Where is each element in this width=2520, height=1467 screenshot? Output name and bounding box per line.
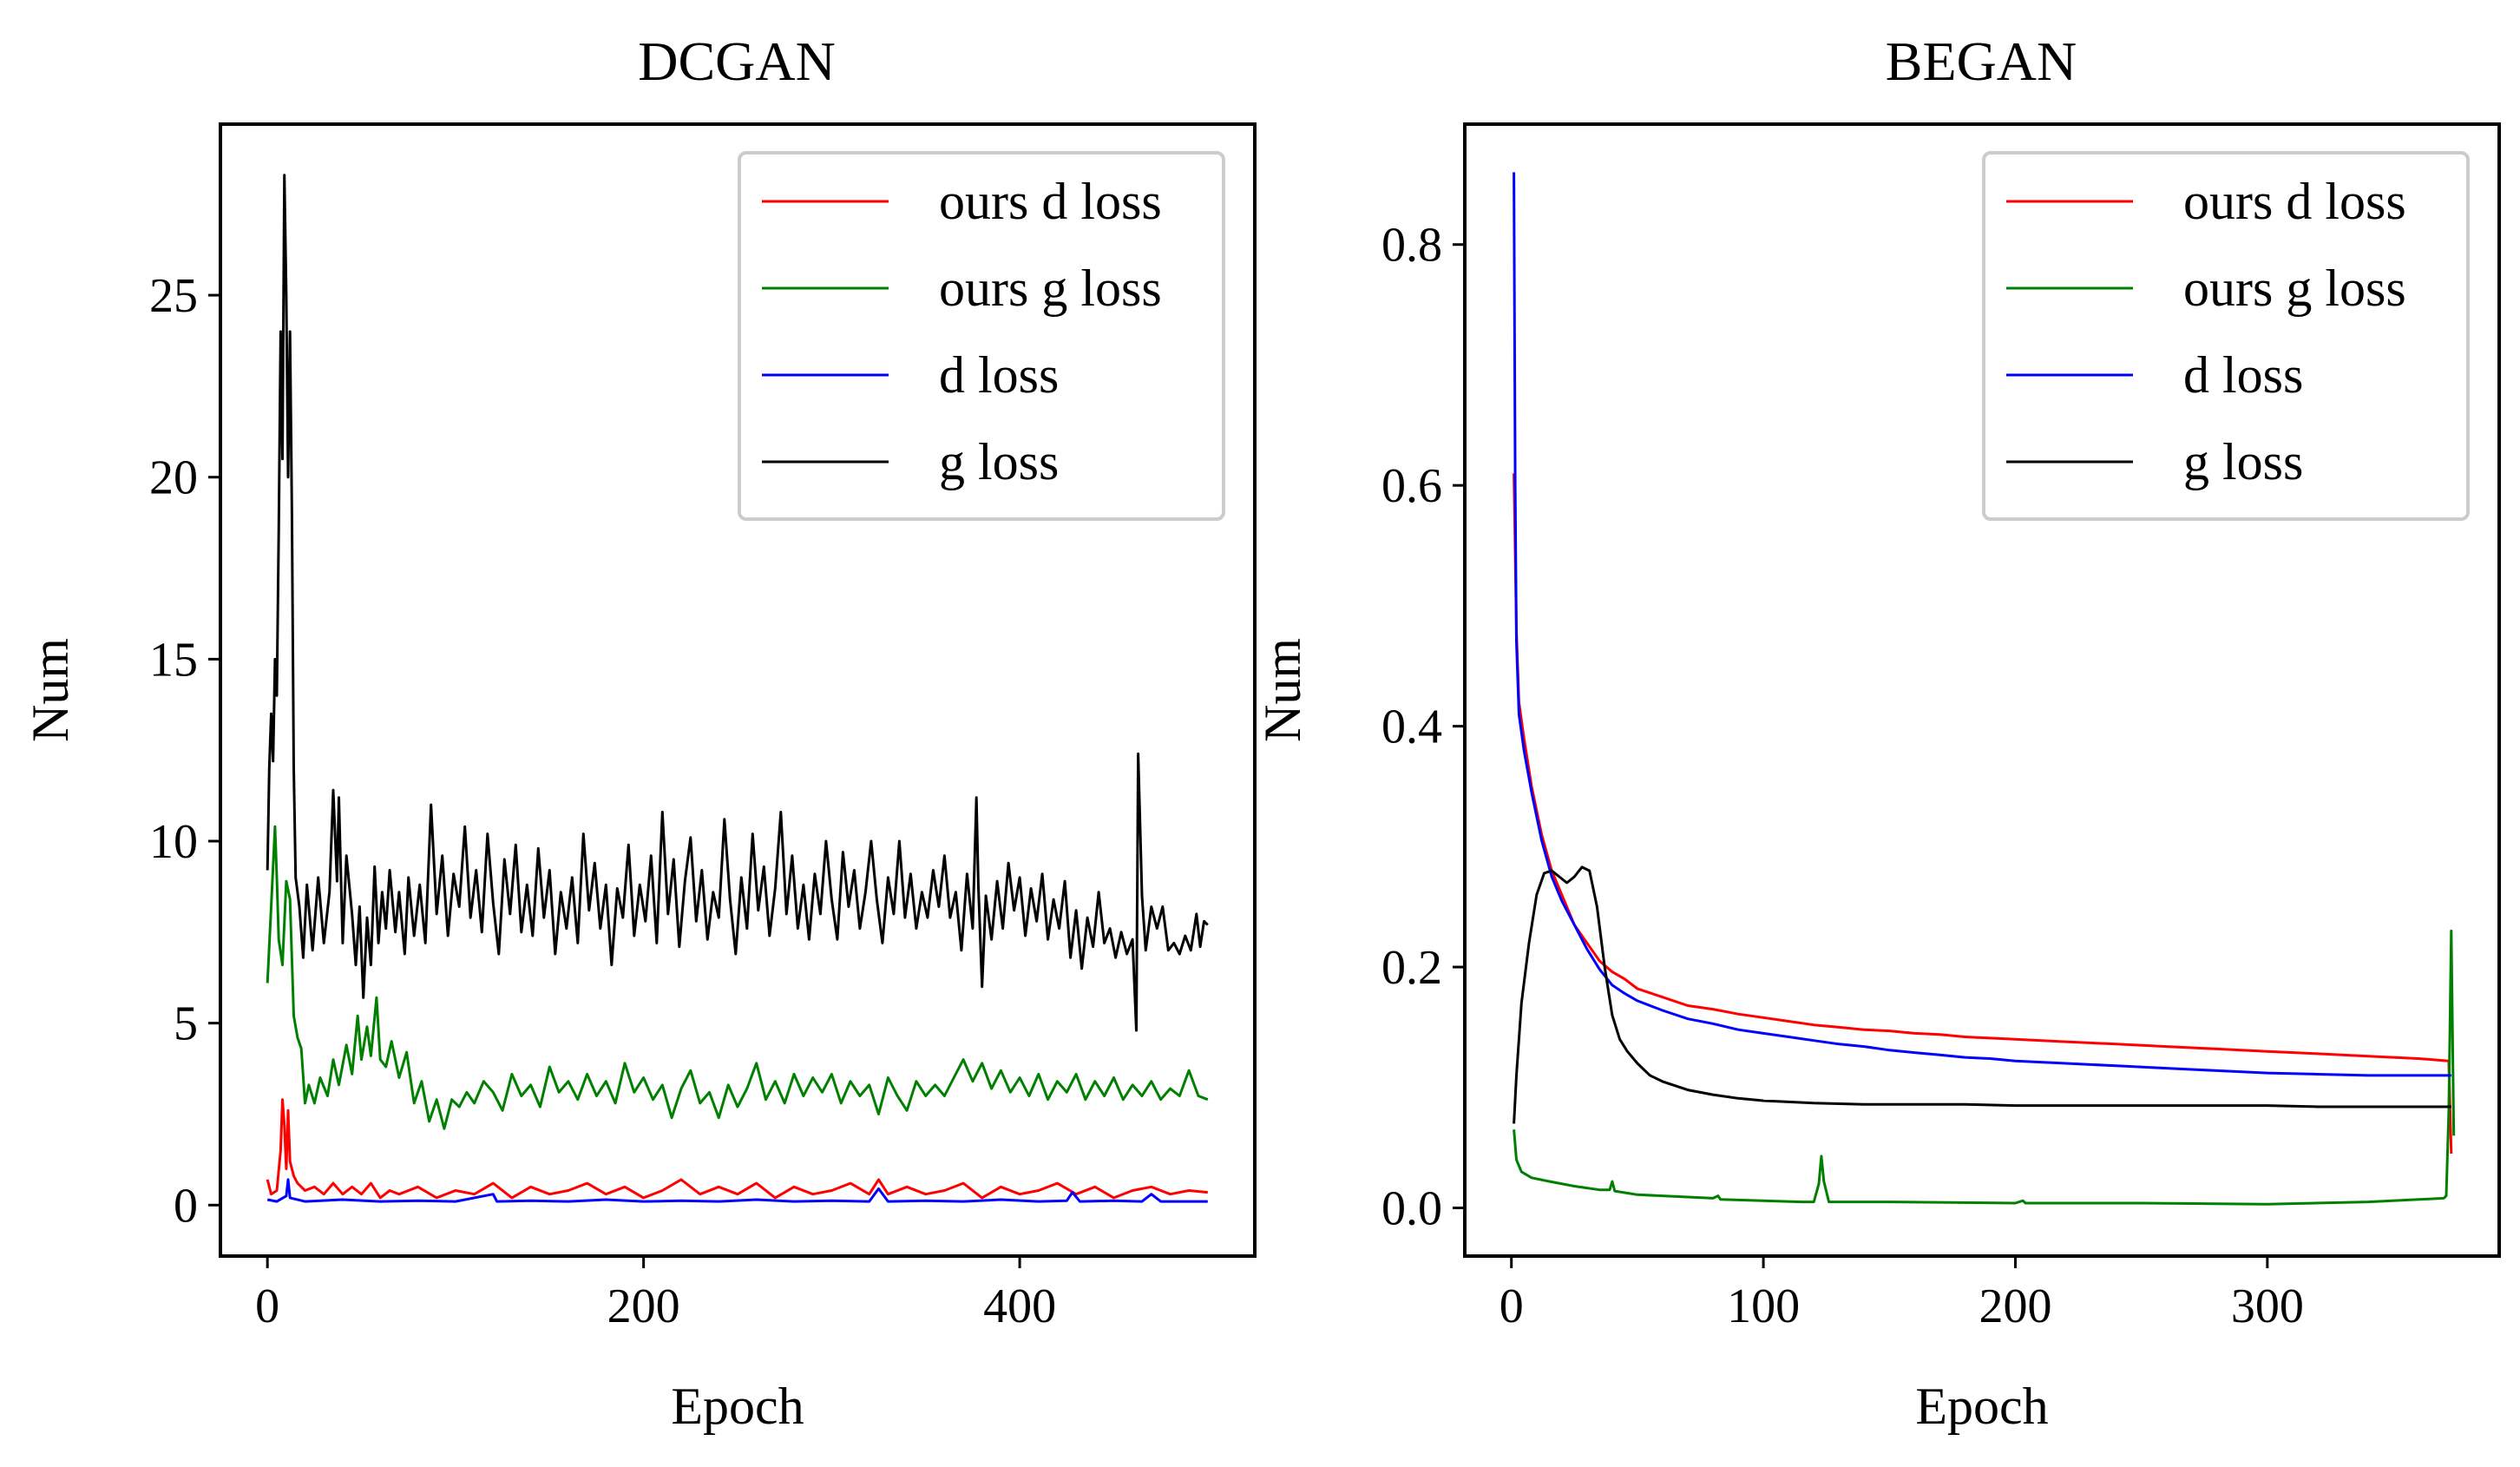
legend-label-d-loss: d loss: [2183, 346, 2303, 404]
dcgan-axes-frame: [219, 122, 1257, 1258]
began-legend-box: [1982, 151, 2470, 521]
began-y-tick-label: 0.2: [1381, 941, 1442, 995]
dcgan-y-axis-label: Num: [22, 638, 79, 742]
began-plot-area: [1513, 172, 2456, 1206]
dcgan-legend-box: [738, 151, 1225, 521]
dcgan-y-tick-label: 10: [149, 815, 198, 869]
dcgan-plot-area: [266, 174, 1209, 1203]
began-series-ours-d-loss: [1513, 473, 2453, 1155]
dcgan-x-ticks: 0 200 400: [255, 1256, 1056, 1333]
dcgan-series-g-loss: [266, 174, 1209, 1032]
began-series-g-loss: [1513, 865, 2451, 1124]
began-x-tick-label: 100: [1727, 1280, 1800, 1333]
dcgan-series-d-loss: [266, 1178, 1208, 1203]
began-y-tick-label: 0.8: [1381, 219, 1442, 273]
began-y-tick-label: 0.6: [1381, 459, 1442, 513]
legend-label-ours-g-loss: ours g loss: [2183, 260, 2406, 317]
dcgan-x-tick-label: 200: [607, 1280, 680, 1333]
dcgan-y-tick-label: 25: [149, 269, 198, 323]
began-x-ticks: 0 100 200 300: [1500, 1256, 2304, 1333]
dcgan-series-ours-g-loss: [266, 825, 1209, 1130]
began-legend: ours d loss ours g loss d loss g loss: [1982, 151, 2470, 521]
legend-label-g-loss: g loss: [939, 433, 1059, 490]
dcgan-y-tick-label: 0: [174, 1179, 198, 1233]
began-x-tick-label: 0: [1500, 1280, 1524, 1333]
dcgan-x-tick-label: 0: [255, 1280, 279, 1333]
began-x-axis-label: Epoch: [1915, 1378, 2048, 1435]
began-y-axis-label: Num: [1254, 638, 1311, 742]
began-axes-frame: [1463, 122, 2501, 1258]
began-y-tick-label: 0.4: [1381, 701, 1442, 754]
dcgan-panel: DCGAN 0 200 400 0 5 10 15 20 25 Epoch Num ours …: [22, 30, 1257, 1435]
legend-label-ours-g-loss: ours g loss: [939, 260, 1162, 317]
legend-label-ours-d-loss: ours d loss: [939, 173, 1162, 230]
began-x-tick-label: 200: [1979, 1280, 2051, 1333]
dcgan-y-ticks: 0 5 10 15 20 25: [149, 269, 220, 1233]
dcgan-legend: ours d loss ours g loss d loss g loss: [738, 151, 1225, 521]
dcgan-series-ours-d-loss: [266, 1098, 1208, 1200]
legend-label-g-loss: g loss: [2183, 433, 2303, 490]
began-y-ticks: 0.0 0.2 0.4 0.6 0.8: [1381, 219, 1465, 1236]
began-y-tick-label: 0.0: [1381, 1182, 1442, 1236]
began-x-tick-label: 300: [2231, 1280, 2304, 1333]
legend-label-d-loss: d loss: [939, 346, 1059, 404]
dcgan-y-tick-label: 15: [149, 633, 198, 687]
began-panel: BEGAN 0 100 200 300 0.0 0.2 0.4 0.6 0.8 Epoch N…: [1254, 30, 2501, 1435]
began-series-ours-g-loss: [1513, 929, 2456, 1206]
dcgan-y-tick-label: 5: [174, 997, 198, 1051]
dcgan-x-tick-label: 400: [983, 1280, 1056, 1333]
legend-label-ours-d-loss: ours d loss: [2183, 173, 2406, 230]
began-series-d-loss: [1513, 172, 2451, 1077]
began-title: BEGAN: [1886, 30, 2077, 92]
dcgan-y-tick-label: 20: [149, 451, 198, 505]
dcgan-x-axis-label: Epoch: [671, 1378, 804, 1435]
dcgan-title: DCGAN: [638, 30, 836, 92]
